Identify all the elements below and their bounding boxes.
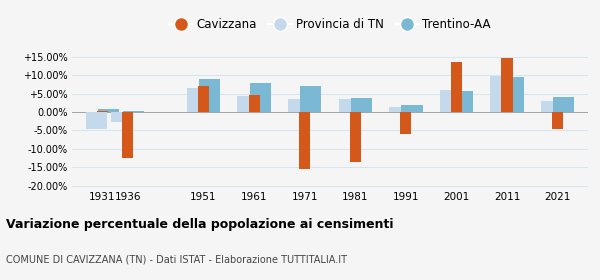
Bar [552, 112, 563, 129]
Bar [111, 112, 132, 122]
Bar [351, 98, 372, 112]
Bar [400, 112, 412, 134]
Bar [300, 86, 322, 112]
Bar [440, 90, 461, 112]
Bar [248, 95, 260, 112]
Bar [452, 91, 473, 112]
Bar [199, 79, 220, 112]
Bar [122, 112, 133, 158]
Bar [250, 83, 271, 112]
Bar [502, 58, 512, 112]
Bar [350, 112, 361, 162]
Bar [123, 111, 145, 112]
Bar [238, 96, 259, 112]
Bar [553, 97, 574, 112]
Bar [541, 101, 562, 112]
Bar [389, 107, 410, 112]
Bar [338, 99, 360, 112]
Bar [198, 86, 209, 112]
Bar [401, 106, 422, 112]
Text: COMUNE DI CAVIZZANA (TN) - Dati ISTAT - Elaborazione TUTTITALIA.IT: COMUNE DI CAVIZZANA (TN) - Dati ISTAT - … [6, 255, 347, 265]
Bar [98, 109, 119, 112]
Bar [490, 76, 512, 112]
Legend: Cavizzana, Provincia di TN, Trentino-AA: Cavizzana, Provincia di TN, Trentino-AA [166, 14, 494, 34]
Bar [451, 62, 462, 112]
Bar [187, 88, 208, 112]
Bar [299, 112, 310, 169]
Bar [86, 112, 107, 129]
Bar [288, 99, 309, 112]
Text: Variazione percentuale della popolazione ai censimenti: Variazione percentuale della popolazione… [6, 218, 394, 231]
Bar [97, 111, 108, 112]
Bar [503, 77, 524, 112]
